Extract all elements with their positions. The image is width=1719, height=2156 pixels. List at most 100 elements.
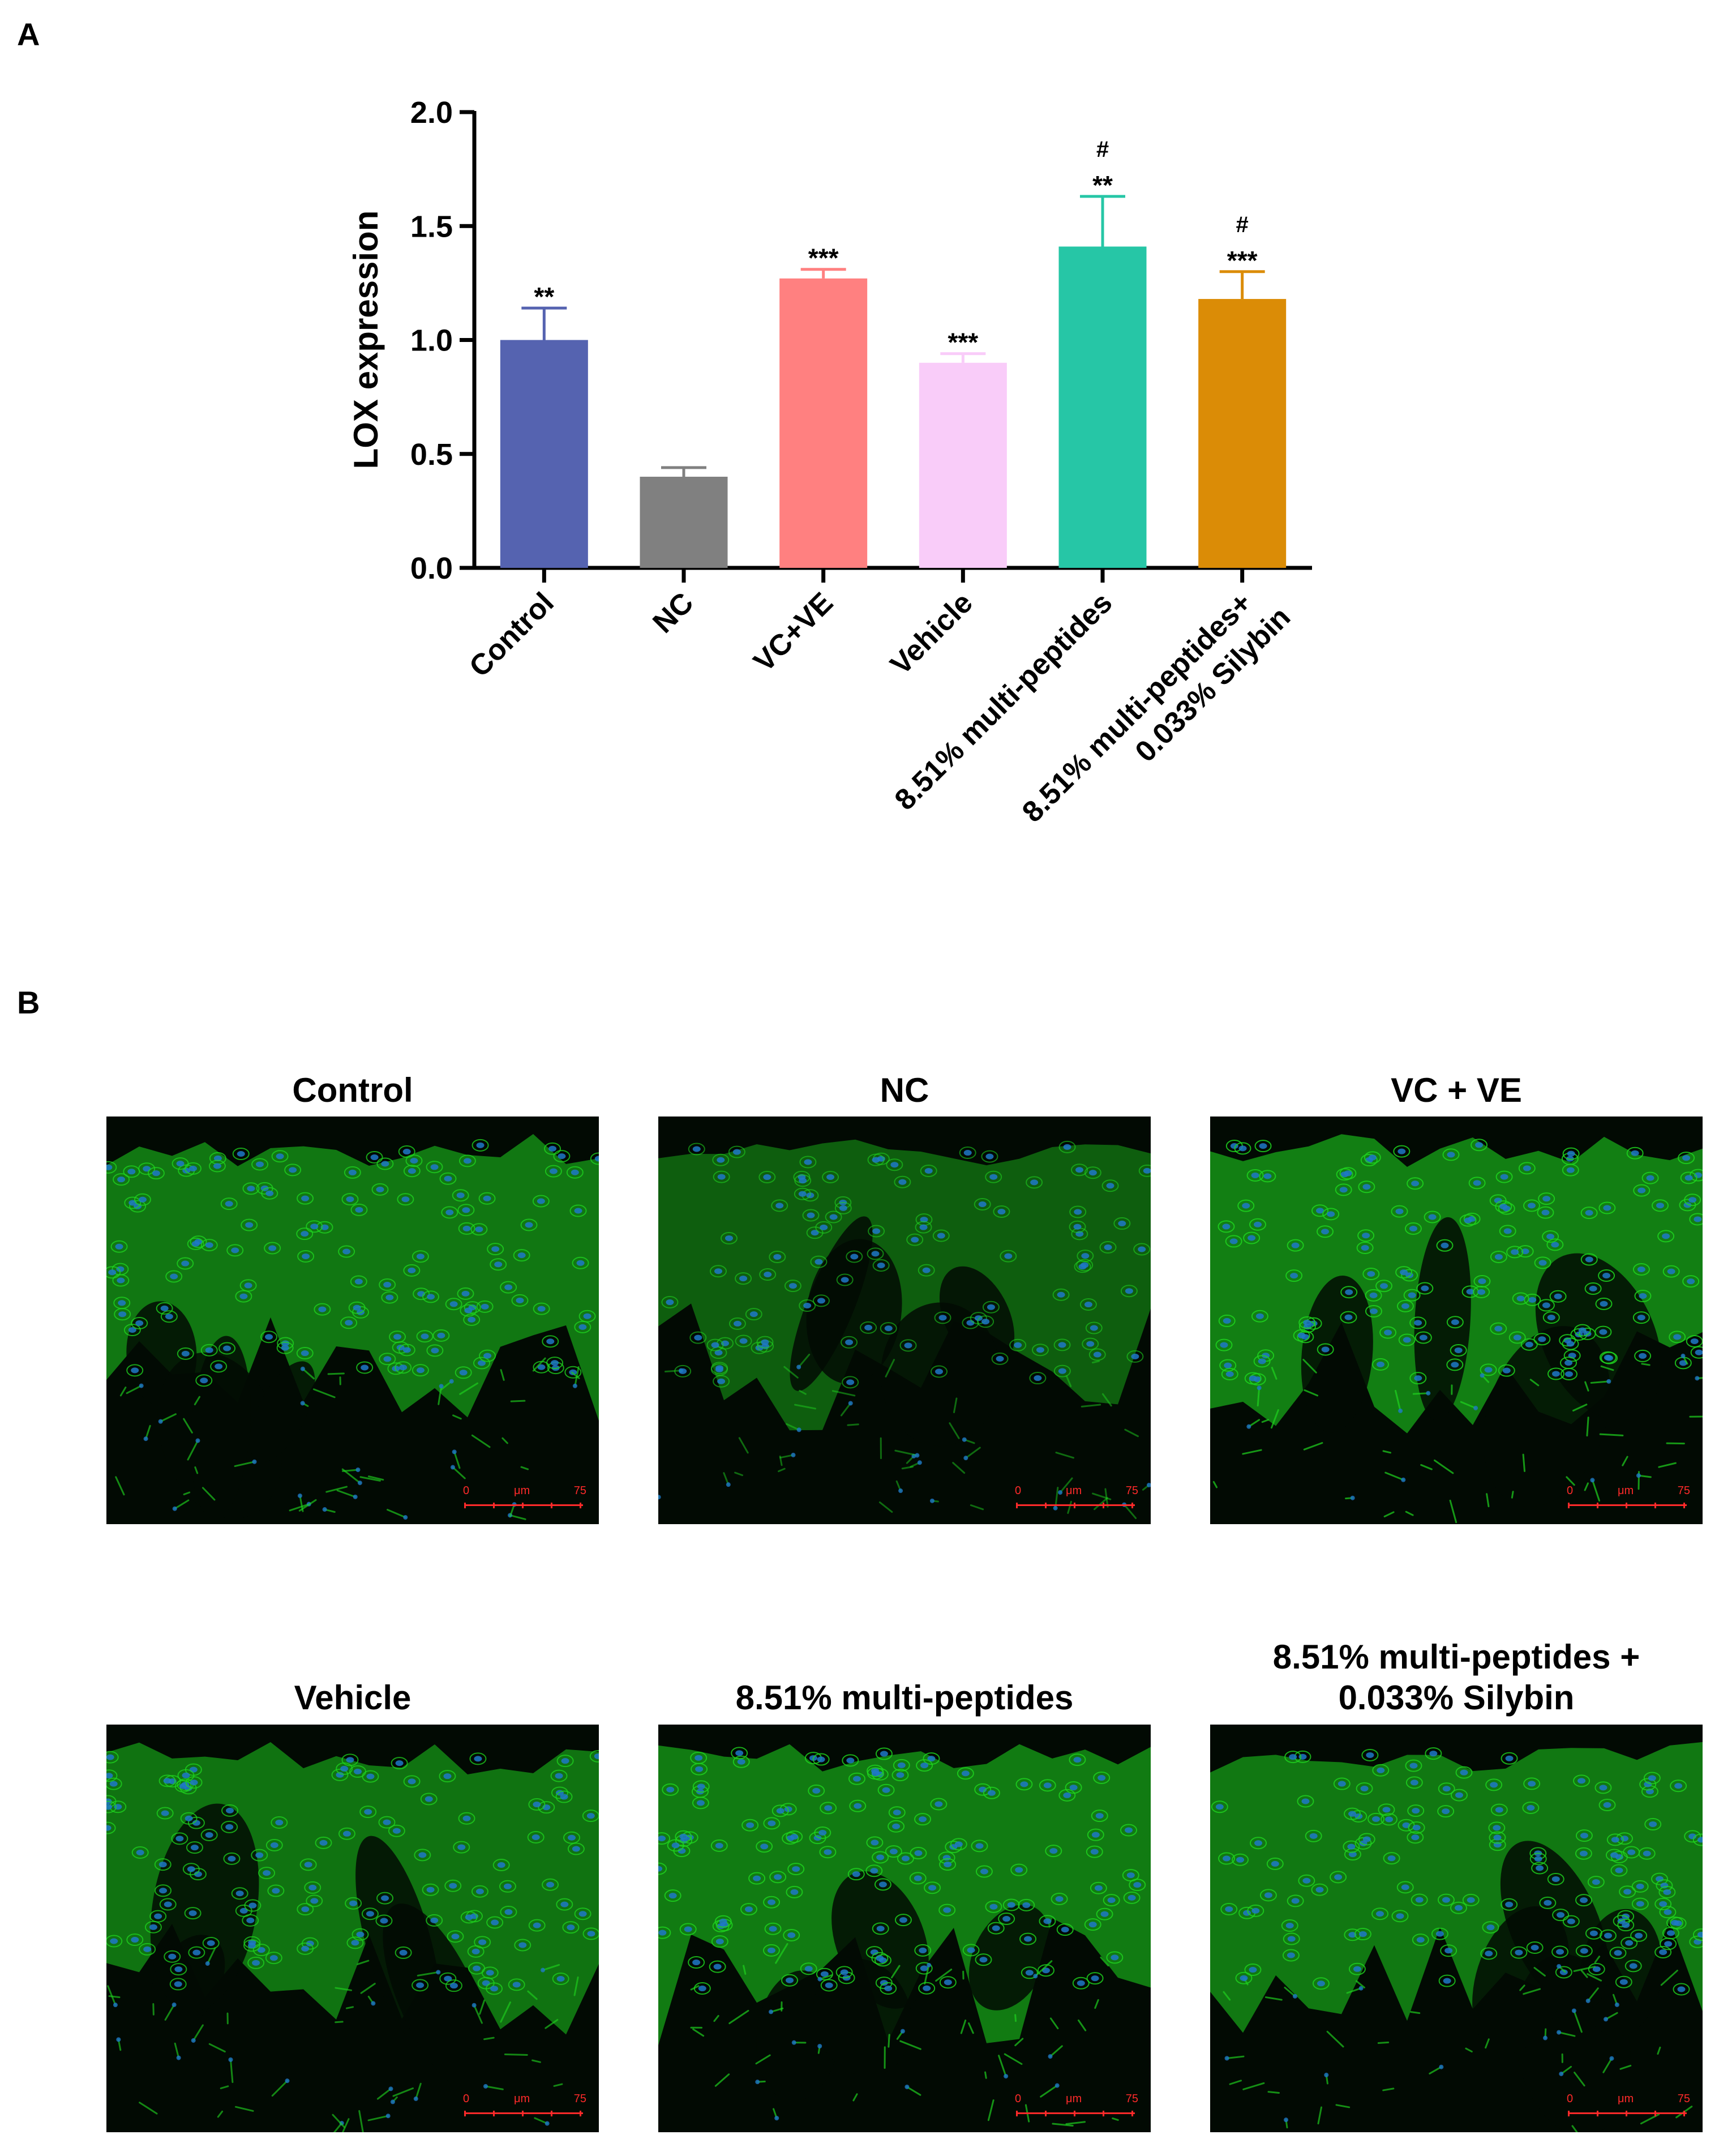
significance-marker: *** — [808, 243, 839, 273]
micrograph-title-5: 8.51% multi-peptides — [658, 1678, 1151, 1718]
scale-bar-tick — [1626, 1503, 1627, 1508]
micrograph-title-line: VC + VE — [1391, 1071, 1522, 1109]
micrograph-title-line: NC — [880, 1071, 929, 1109]
micrograph-title-6: 8.51% multi-peptides +0.033% Silybin — [1210, 1637, 1703, 1718]
scale-bar-unit-label: μm — [1618, 2093, 1634, 2105]
significance-marker: ** — [534, 282, 554, 311]
micrograph-title-line: 8.51% multi-peptides + — [1272, 1638, 1640, 1676]
scale-bar-line — [464, 1504, 583, 1506]
scale-bar: 0 μm 75 — [463, 1485, 586, 1512]
panel-b-label: B — [17, 985, 40, 1020]
scale-bar: 0 μm 75 — [1567, 1485, 1690, 1512]
micrograph-image-3: 0 μm 75 — [1210, 1116, 1703, 1524]
fluorescence-texture — [106, 1134, 599, 1520]
scale-bar-tick — [1074, 2111, 1075, 2116]
x-tick-label-2: NC — [646, 586, 700, 639]
scale-bar-start-label: 0 — [1015, 1485, 1022, 1497]
scale-bar-start-label: 0 — [1567, 2093, 1574, 2105]
scale-bar-start-label: 0 — [463, 1485, 470, 1497]
scale-bar-tick — [1626, 2111, 1627, 2116]
y-tick-label: 1.5 — [410, 209, 453, 243]
fluorescence-texture — [106, 1742, 599, 2132]
significance-marker: # — [1096, 137, 1109, 162]
fluorescence-texture — [658, 1744, 1151, 2127]
scale-bar-end-label: 75 — [573, 2093, 586, 2105]
scale-bar-end-label: 75 — [573, 1485, 586, 1497]
significance-marker: *** — [948, 328, 978, 357]
scale-bar-end-label: 75 — [1677, 1485, 1690, 1497]
lox-bar-chart: 0.0 0.5 1.0 1.5 2.0 LOX expression ** Control NC… — [347, 96, 1312, 829]
scale-bar-tick — [1074, 1503, 1075, 1508]
scale-bar-unit-label: μm — [1066, 2093, 1082, 2105]
scale-bar-tick — [1654, 2111, 1656, 2116]
micrograph-title-line: Vehicle — [294, 1679, 411, 1717]
scale-bar-tick — [1016, 2111, 1018, 2116]
scale-bar-tick — [1654, 1503, 1656, 1508]
bar-3 — [779, 278, 868, 568]
scale-bar-tick — [522, 1503, 524, 1508]
scale-bar-line — [1568, 1504, 1687, 1506]
scale-bar-line — [1568, 2112, 1687, 2114]
micrograph-title-line: 8.51% multi-peptides — [735, 1679, 1074, 1717]
micrograph-title-1: Control — [106, 1070, 599, 1111]
scale-bar: 0 μm 75 — [463, 2093, 586, 2120]
micrograph-title-2: NC — [658, 1070, 1151, 1111]
scale-bar-tick — [1131, 1503, 1133, 1508]
x-tick-label-1: Control — [463, 586, 560, 683]
micrograph-image-1: 0 μm 75 — [106, 1116, 599, 1524]
scale-bar-tick — [551, 2111, 552, 2116]
micrograph-image-2: 0 μm 75 — [658, 1116, 1151, 1524]
scale-bar-tick — [1568, 1503, 1570, 1508]
micrograph-image-4: 0 μm 75 — [106, 1725, 599, 2132]
scale-bar-tick — [580, 2111, 581, 2116]
micrograph-image-5: 0 μm 75 — [658, 1725, 1151, 2132]
scale-bar-start-label: 0 — [1567, 1485, 1574, 1497]
scale-bar-end-label: 75 — [1125, 1485, 1138, 1497]
scale-bar-tick — [464, 1503, 466, 1508]
scale-bar-tick — [1045, 2111, 1047, 2116]
scale-bar-tick — [1045, 1503, 1047, 1508]
scale-bar-tick — [1103, 2111, 1104, 2116]
y-tick-label: 1.0 — [410, 324, 453, 358]
y-tick-label: 0.0 — [410, 551, 453, 585]
micrograph-title-line: 0.033% Silybin — [1338, 1679, 1575, 1717]
scale-bar-tick — [1103, 1503, 1104, 1508]
scale-bar-tick — [1597, 1503, 1598, 1508]
scale-bar-tick — [551, 1503, 552, 1508]
scale-bar-end-label: 75 — [1125, 2093, 1138, 2105]
scale-bar-tick — [522, 2111, 524, 2116]
scale-bar: 0 μm 75 — [1015, 1485, 1138, 1512]
micrograph-title-4: Vehicle — [106, 1678, 599, 1718]
significance-marker: # — [1236, 212, 1249, 237]
micrograph-title-3: VC + VE — [1210, 1070, 1703, 1111]
scale-bar-tick — [580, 1503, 581, 1508]
scale-bar-tick — [1597, 2111, 1598, 2116]
bar-4 — [919, 362, 1007, 568]
bar-2 — [640, 477, 728, 568]
scale-bar-tick — [1683, 2111, 1685, 2116]
scale-bar-tick — [493, 2111, 495, 2116]
fluorescence-texture — [1210, 1742, 1703, 2132]
panel-a-label: A — [17, 16, 40, 52]
fluorescence-texture — [1210, 1134, 1703, 1524]
micrograph-image-6: 0 μm 75 — [1210, 1725, 1703, 2132]
scale-bar-tick — [1131, 2111, 1133, 2116]
scale-bar-unit-label: μm — [514, 1485, 530, 1497]
scale-bar-line — [1016, 2112, 1135, 2114]
bar-1 — [500, 340, 588, 568]
scale-bar-line — [464, 2112, 583, 2114]
y-axis-label: LOX expression — [347, 211, 385, 469]
scale-bar-tick — [1568, 2111, 1570, 2116]
scale-bar-unit-label: μm — [514, 2093, 530, 2105]
scale-bar-line — [1016, 1504, 1135, 1506]
scale-bar-tick — [464, 2111, 466, 2116]
micrograph-title-line: Control — [292, 1071, 413, 1109]
scale-bar-end-label: 75 — [1677, 2093, 1690, 2105]
scale-bar-start-label: 0 — [1015, 2093, 1022, 2105]
significance-marker: ** — [1092, 170, 1113, 200]
bar-6 — [1198, 299, 1287, 568]
bar-5 — [1058, 246, 1147, 568]
y-tick-label: 0.5 — [410, 438, 453, 472]
y-tick-label: 2.0 — [410, 96, 453, 130]
x-tick-label-4: Vehicle — [884, 586, 979, 681]
